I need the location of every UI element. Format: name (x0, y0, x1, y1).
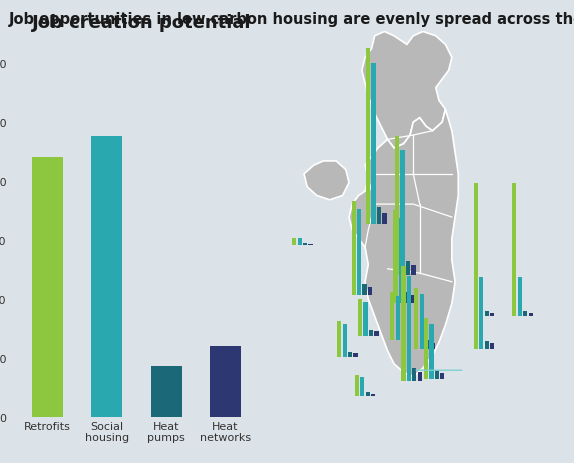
Bar (390, 292, 394, 340)
Bar (414, 288, 418, 349)
Polygon shape (362, 32, 452, 149)
Bar (355, 375, 359, 396)
Bar (474, 292, 478, 349)
Bar (479, 296, 483, 349)
Bar (354, 353, 358, 357)
Bar (406, 335, 411, 340)
Bar (210, 346, 241, 417)
Polygon shape (304, 162, 349, 200)
Bar (363, 303, 367, 336)
Bar (371, 394, 375, 396)
Bar (529, 313, 533, 317)
Bar (32, 158, 63, 417)
Bar (366, 393, 370, 396)
Bar (351, 201, 356, 295)
Bar (337, 321, 342, 357)
Bar (303, 244, 307, 245)
Bar (377, 207, 381, 224)
Bar (404, 293, 409, 304)
Bar (357, 209, 361, 295)
Bar (374, 332, 379, 336)
Bar (366, 49, 370, 224)
Bar (343, 325, 347, 357)
Bar (368, 287, 372, 295)
Bar (412, 265, 416, 275)
Bar (479, 277, 483, 317)
Text: Job creation potential: Job creation potential (32, 13, 251, 31)
Bar (435, 370, 439, 379)
Bar (412, 369, 417, 381)
Bar (474, 184, 478, 317)
Bar (401, 333, 405, 340)
Bar (430, 343, 435, 349)
Bar (348, 352, 352, 357)
Bar (358, 300, 362, 336)
Bar (308, 244, 313, 245)
Bar (420, 294, 424, 349)
Bar (369, 331, 373, 336)
Bar (410, 296, 414, 304)
Text: Job opportunities in low carbon housing are evenly spread across the UK: Job opportunities in low carbon housing … (9, 12, 574, 26)
Bar (91, 137, 122, 417)
Bar (395, 137, 399, 275)
Polygon shape (349, 110, 458, 377)
Bar (382, 213, 387, 224)
Bar (401, 150, 405, 275)
Bar (512, 184, 517, 317)
Bar (399, 218, 403, 304)
Bar (393, 210, 398, 304)
Bar (484, 311, 489, 317)
Bar (360, 377, 364, 396)
Bar (424, 319, 428, 379)
Bar (418, 372, 422, 381)
Bar (484, 341, 489, 349)
Bar (518, 277, 522, 317)
Bar (523, 311, 528, 317)
Bar (440, 373, 444, 379)
Bar (406, 262, 410, 275)
Bar (490, 344, 494, 349)
Bar (150, 366, 181, 417)
Bar (407, 277, 411, 381)
Bar (363, 284, 367, 295)
Bar (401, 267, 406, 381)
Bar (395, 296, 400, 340)
Bar (425, 340, 429, 349)
Bar (429, 324, 433, 379)
Bar (297, 239, 302, 245)
Bar (490, 313, 494, 317)
Bar (371, 64, 375, 224)
Bar (292, 238, 296, 245)
